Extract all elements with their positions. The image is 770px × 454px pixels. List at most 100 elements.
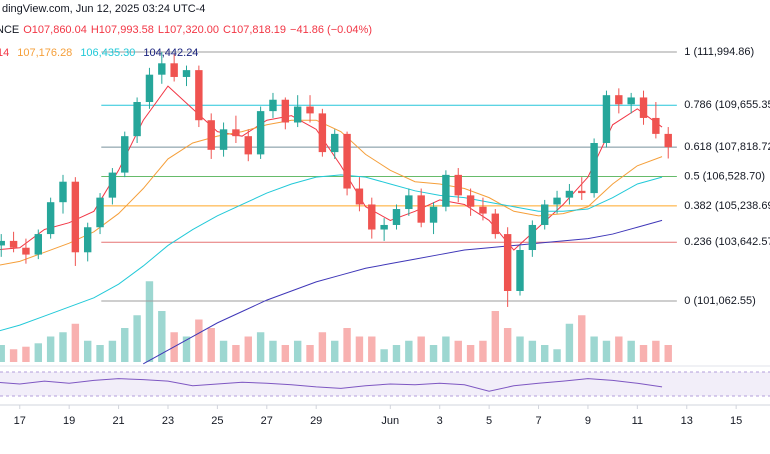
candle-body xyxy=(219,129,228,150)
volume-bar xyxy=(503,328,512,362)
header-title: dingView.com, Jun 12, 2025 03:24 UTC-4 xyxy=(2,3,205,15)
ohlc-legend: NCE O107,860.04 H107,993.58 L107,320.00 C107… xyxy=(0,24,372,36)
header: dingView.com, Jun 12, 2025 03:24 UTC-4 N… xyxy=(0,3,372,59)
candle-body xyxy=(293,106,302,123)
candle-body xyxy=(368,204,376,230)
volume-bar xyxy=(195,319,203,362)
volume-layer xyxy=(0,281,672,362)
candle-body xyxy=(454,174,462,196)
candle-body xyxy=(479,206,487,214)
x-tick-label: 13 xyxy=(681,415,693,427)
candle-body xyxy=(318,113,327,153)
candle-body xyxy=(627,97,635,105)
volume-bar xyxy=(429,345,438,362)
ma-line xyxy=(0,85,663,251)
volume-bar xyxy=(392,345,401,362)
candle-body xyxy=(442,174,450,207)
candle-layer xyxy=(0,51,672,307)
volume-bar xyxy=(528,340,537,362)
candle-body xyxy=(59,181,67,203)
candle-body xyxy=(503,234,512,291)
volume-bar xyxy=(244,336,252,362)
fib-label: 1 (111,994.86) xyxy=(684,46,754,58)
x-tick-label: 11 xyxy=(632,415,643,427)
volume-bar xyxy=(466,345,475,362)
ma-legend-item: 107,176.28 xyxy=(17,47,72,59)
fib-label: 0.786 (109,655.35) xyxy=(684,99,770,111)
x-tick-label: 7 xyxy=(535,415,541,427)
volume-bar xyxy=(331,340,339,362)
fib-label: 0.5 (106,528.70) xyxy=(684,170,765,182)
volume-bar xyxy=(133,315,141,362)
volume-bar xyxy=(281,345,290,362)
volume-bar xyxy=(417,336,425,362)
candle-body xyxy=(182,70,191,77)
candle-body xyxy=(516,250,524,291)
candle-body xyxy=(158,63,166,75)
candle-body xyxy=(466,195,475,207)
x-tick-label: Jun xyxy=(381,415,399,427)
volume-bar xyxy=(442,336,450,362)
volume-bar xyxy=(343,328,351,362)
volume-bar xyxy=(219,340,228,362)
candle-body xyxy=(46,202,55,235)
x-tick-label: 27 xyxy=(261,415,273,427)
axis-layer: 17 19 21 23 25 27 29 Jun 3 5 7 9 11 13 15 xyxy=(14,405,742,427)
candle-body xyxy=(491,213,500,235)
candle-body xyxy=(664,133,672,148)
x-tick-label: 17 xyxy=(14,415,26,427)
candle-body xyxy=(108,172,117,198)
volume-bar xyxy=(615,336,623,362)
candle-body xyxy=(22,247,30,255)
volume-bar xyxy=(590,336,598,362)
fib-label: 0.236 (103,642.57) xyxy=(684,236,770,248)
volume-bar xyxy=(22,346,30,362)
rsi-line xyxy=(0,378,663,392)
ma-legend-item: 106,435.30 xyxy=(80,47,135,59)
candle-body xyxy=(331,133,339,153)
rsi-layer xyxy=(0,378,663,392)
candle-body xyxy=(405,195,413,210)
candle-body xyxy=(652,117,660,134)
ma-line xyxy=(0,119,663,266)
candle-body xyxy=(306,106,314,114)
candle-body xyxy=(565,190,574,198)
volume-bar xyxy=(256,332,265,362)
x-tick-label: 25 xyxy=(211,415,223,427)
volume-bar xyxy=(368,336,376,362)
ohlc-item: C107,818.19 xyxy=(223,24,286,36)
candle-body xyxy=(355,188,364,205)
fib-label: 0 (101,062.55) xyxy=(684,295,756,307)
x-tick-label: 19 xyxy=(63,415,75,427)
x-tick-label: 5 xyxy=(486,415,492,427)
volume-bar xyxy=(491,311,500,362)
volume-bar xyxy=(306,345,314,362)
x-tick-label: 21 xyxy=(112,415,124,427)
ohlc-item: H107,993.58 xyxy=(91,24,154,36)
x-tick-label: 3 xyxy=(437,415,443,427)
volume-bar xyxy=(602,340,611,362)
candle-body xyxy=(553,197,561,205)
volume-bar xyxy=(541,345,549,362)
candle-body xyxy=(392,209,401,225)
candle-body xyxy=(9,240,18,248)
volume-bar xyxy=(34,343,42,362)
candle-body xyxy=(244,136,252,155)
volume-bar xyxy=(232,345,240,362)
candle-body xyxy=(380,224,388,230)
volume-bar xyxy=(565,323,574,362)
candle-body xyxy=(541,204,549,225)
volume-bar xyxy=(318,332,327,362)
volume-bar xyxy=(578,315,586,362)
x-tick-label: 15 xyxy=(730,415,742,427)
volume-bar xyxy=(0,345,5,362)
ma-layer xyxy=(0,85,663,365)
volume-bar xyxy=(83,340,92,362)
candle-body xyxy=(639,97,648,118)
volume-bar xyxy=(59,332,67,362)
fib-label: 0.382 (105,238.69) xyxy=(684,200,770,212)
volume-bar xyxy=(454,340,462,362)
candle-body xyxy=(602,95,611,143)
ohlc-item: NCE xyxy=(0,24,19,36)
